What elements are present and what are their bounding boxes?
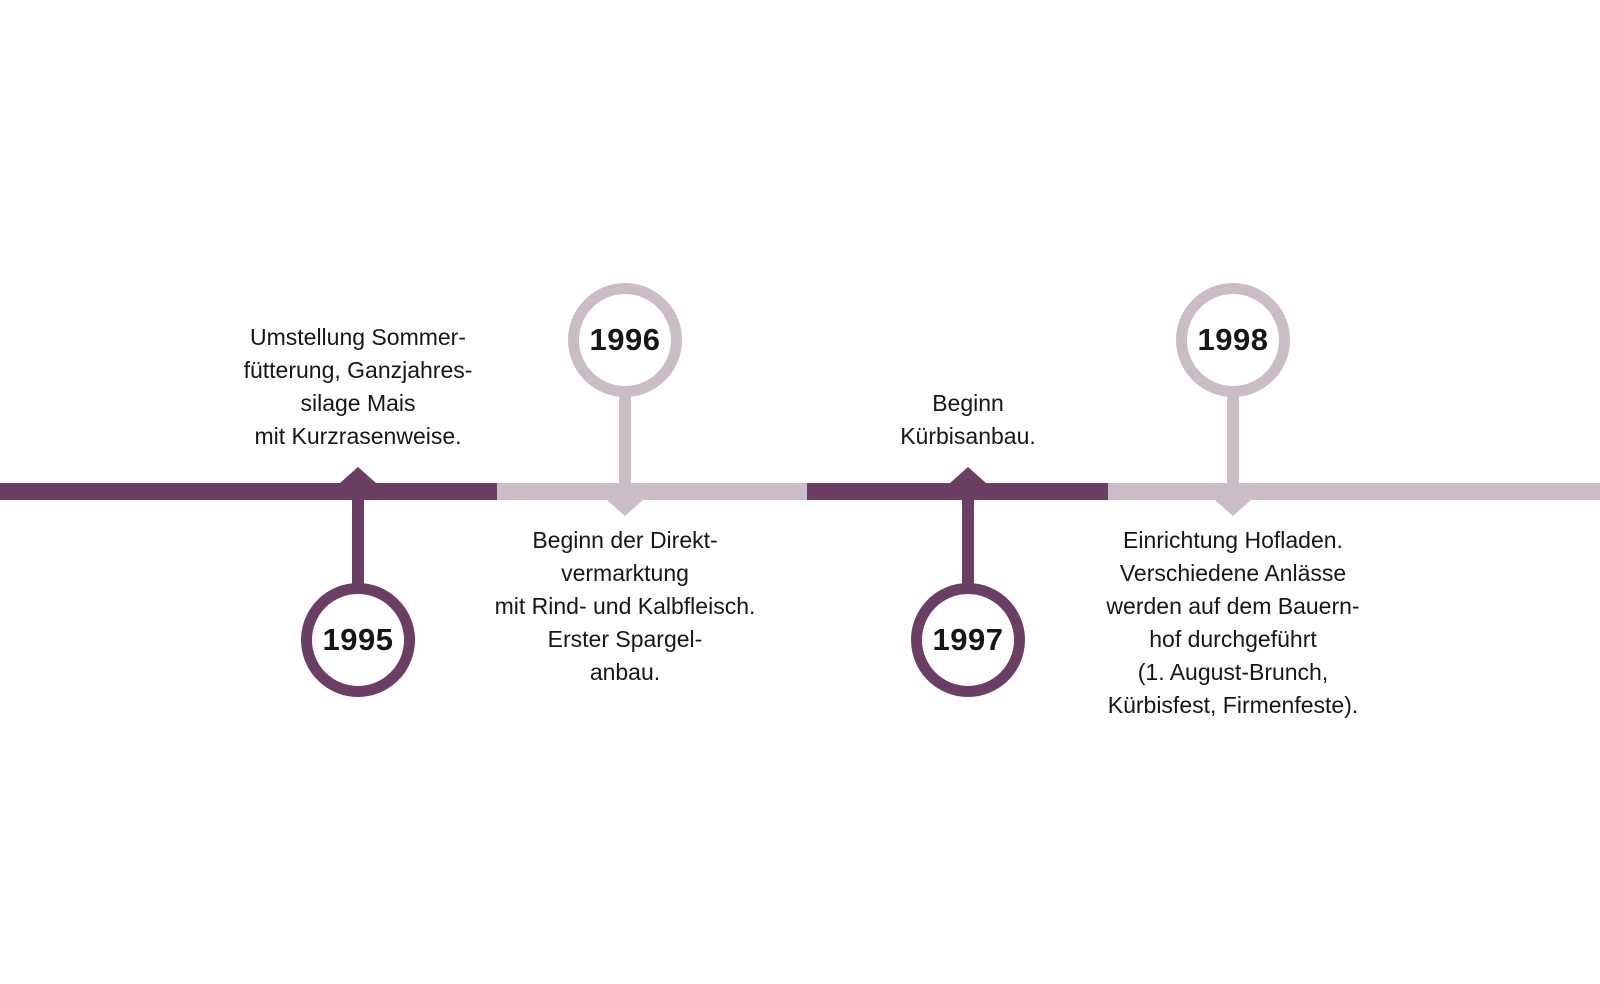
event-year-label: 1996: [589, 322, 661, 357]
timeline-bar-segment-light-1998: [1108, 483, 1600, 500]
event-connector-stem: [619, 396, 631, 484]
event-year-label: 1997: [932, 622, 1004, 657]
event-year-label: 1998: [1197, 322, 1269, 357]
timeline-bar-segment-dark-1995: [0, 483, 497, 500]
arrow-up-icon: [950, 467, 986, 483]
arrow-up-icon: [340, 467, 376, 483]
event-description: Beginn Kürbisanbau.: [900, 390, 1036, 449]
event-year-circle: 1998: [1176, 283, 1290, 397]
event-connector-stem: [1227, 396, 1239, 484]
event-year-label: 1995: [322, 622, 394, 657]
event-year-circle: 1997: [911, 583, 1025, 697]
event-connector-stem: [962, 500, 974, 584]
event-description: Umstellung Sommer- fütterung, Ganzjahres…: [243, 324, 473, 449]
event-description: Beginn der Direkt- vermarktung mit Rind-…: [494, 527, 756, 685]
event-connector-stem: [352, 500, 364, 584]
event-description: Einrichtung Hofladen. Verschiedene Anläs…: [1106, 527, 1360, 718]
arrow-down-icon: [607, 500, 643, 516]
timeline-bar-segment-light-1996: [497, 483, 807, 500]
event-year-circle: 1995: [301, 583, 415, 697]
event-year-circle: 1996: [568, 283, 682, 397]
arrow-down-icon: [1215, 500, 1251, 516]
timeline-bar-segment-dark-1997: [807, 483, 1108, 500]
